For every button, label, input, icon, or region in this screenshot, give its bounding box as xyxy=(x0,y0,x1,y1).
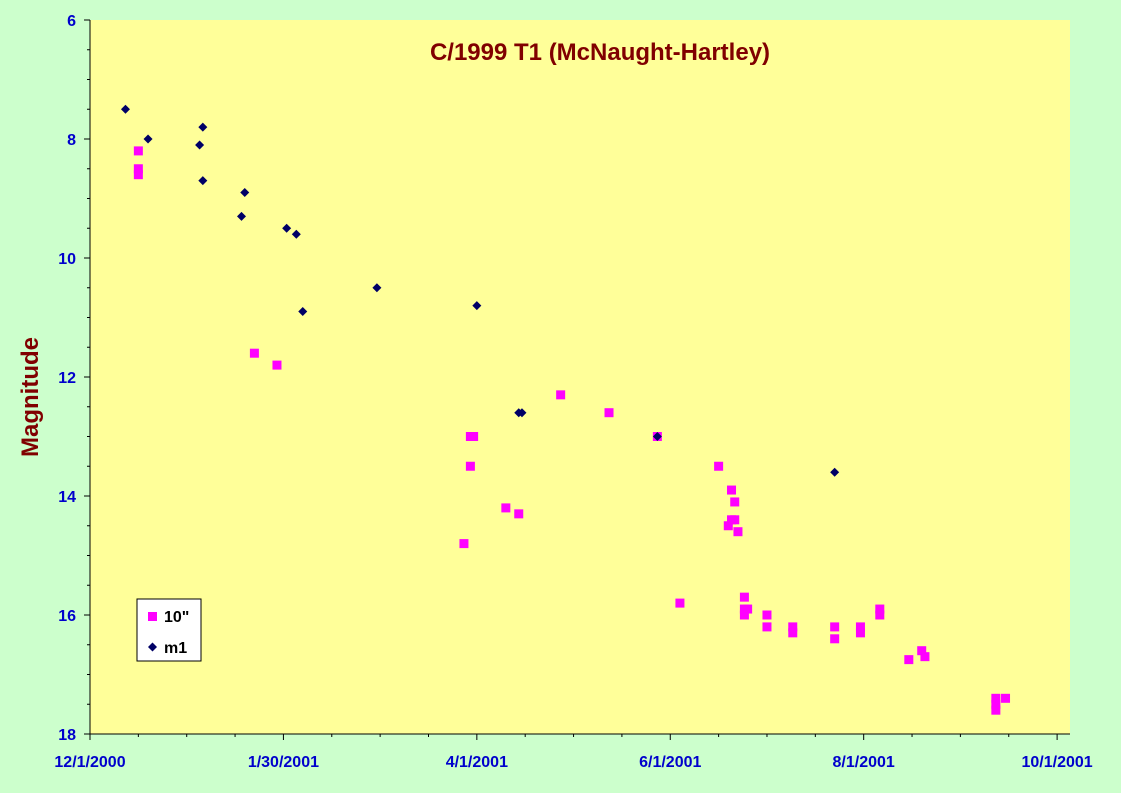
data-point-10in xyxy=(514,509,524,519)
data-point-10in xyxy=(904,655,914,665)
data-point-10in xyxy=(920,652,930,662)
y-tick-label: 14 xyxy=(58,489,76,506)
data-point-10in xyxy=(788,628,798,638)
y-tick-label: 16 xyxy=(58,608,76,625)
legend-marker-m1 xyxy=(148,642,157,652)
x-tick-label: 12/1/2000 xyxy=(54,754,125,771)
data-point-m1 xyxy=(143,134,153,144)
data-point-10in xyxy=(875,604,885,614)
legend-marker-10in xyxy=(148,612,157,621)
data-point-10in xyxy=(991,693,1001,703)
legend-box xyxy=(136,598,202,662)
data-point-10in xyxy=(556,390,566,400)
y-tick-label: 6 xyxy=(67,13,76,30)
data-point-10in xyxy=(249,348,259,358)
legend-label-m1: m1 xyxy=(164,640,187,657)
data-point-m1 xyxy=(120,104,130,114)
data-point-10in xyxy=(991,699,1001,709)
y-tick-label: 18 xyxy=(58,727,76,744)
data-point-10in xyxy=(469,432,479,441)
data-point-m1 xyxy=(517,408,527,418)
data-point-10in xyxy=(501,503,511,513)
data-point-10in xyxy=(714,461,724,471)
data-point-10in xyxy=(1001,693,1011,703)
data-point-m1 xyxy=(198,122,208,132)
legend-label-10in: 10" xyxy=(164,609,189,626)
data-point-m1 xyxy=(291,229,301,239)
data-point-10in xyxy=(133,170,143,180)
data-point-m1 xyxy=(472,301,482,311)
x-tick-label: 6/1/2001 xyxy=(639,754,701,771)
data-point-m1 xyxy=(652,432,662,441)
data-point-10in xyxy=(917,646,927,656)
data-point-10in xyxy=(272,360,282,370)
data-point-m1 xyxy=(198,176,208,186)
data-point-m1 xyxy=(237,211,247,221)
data-point-10in xyxy=(855,628,865,638)
data-point-10in xyxy=(762,610,772,620)
x-tick-label: 1/30/2001 xyxy=(248,754,319,771)
y-tick-label: 10 xyxy=(58,251,76,268)
data-point-10in xyxy=(730,515,740,525)
data-point-m1 xyxy=(298,307,308,317)
data-point-10in xyxy=(875,610,885,620)
data-point-m1 xyxy=(240,188,250,198)
data-point-10in xyxy=(739,592,749,602)
data-point-10in xyxy=(743,604,753,614)
data-point-10in xyxy=(830,634,840,644)
y-tick-label: 12 xyxy=(58,370,76,387)
data-point-10in xyxy=(133,164,143,174)
data-point-10in xyxy=(855,622,865,632)
legend: 10" m1 xyxy=(136,598,202,662)
data-point-10in xyxy=(739,610,749,620)
data-point-10in xyxy=(733,527,743,537)
x-tick-label: 10/1/2001 xyxy=(1022,754,1093,771)
data-point-m1 xyxy=(282,223,292,233)
chart-title: C/1999 T1 (McNaught-Hartley) xyxy=(430,39,770,66)
data-point-10in xyxy=(762,622,772,632)
series-layer xyxy=(120,104,1011,715)
plot-area xyxy=(90,20,1070,734)
x-tick-label: 8/1/2001 xyxy=(833,754,895,771)
data-point-10in xyxy=(465,461,475,471)
data-point-10in xyxy=(675,598,685,608)
axes: 6 8 10 12 14 16 18 12/1/2000 1/30/2001 4/1/2001 6/… xyxy=(54,13,1092,771)
data-point-m1 xyxy=(195,140,205,150)
data-point-m1 xyxy=(830,467,840,477)
x-tick-label: 4/1/2001 xyxy=(446,754,508,771)
data-point-10in xyxy=(604,408,614,418)
data-point-10in xyxy=(133,146,143,156)
data-point-10in xyxy=(727,485,737,495)
data-point-m1 xyxy=(372,283,382,293)
data-point-10in xyxy=(788,622,798,632)
data-point-10in xyxy=(830,622,840,632)
y-tick-label: 8 xyxy=(67,132,76,149)
data-point-10in xyxy=(730,497,740,507)
y-axis-label: Magnitude xyxy=(17,337,44,457)
data-point-10in xyxy=(459,539,469,549)
data-point-10in xyxy=(723,521,733,531)
data-point-10in xyxy=(991,705,1001,715)
